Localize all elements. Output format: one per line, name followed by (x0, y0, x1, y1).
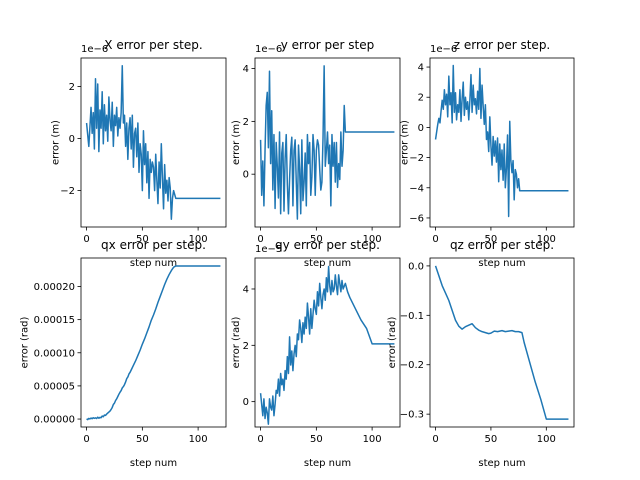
axes-frame (80, 57, 227, 228)
axis-offset-text: 1e−6 (81, 44, 108, 55)
subplot-title: qx error per step. (101, 238, 206, 252)
axis-offset-text: 1e−5 (255, 244, 282, 255)
y-tick-label: 2 (418, 93, 424, 104)
x-axis-label: step num (478, 458, 525, 469)
x-tick-label: 100 (189, 234, 208, 245)
x-tick-label: 50 (136, 434, 149, 445)
x-tick-label: 50 (485, 234, 498, 245)
axes-frame (429, 257, 575, 428)
y-tick-label: 0.00020 (34, 282, 75, 293)
y-tick-label: 0.00010 (34, 348, 75, 359)
y-tick-label: −2 (409, 153, 424, 164)
y-tick-label: 0.00000 (34, 415, 75, 426)
subplot-title: X error per step. (104, 38, 202, 52)
y-tick-label: −4 (409, 183, 424, 194)
series-line (259, 265, 395, 425)
y-tick-label: 0 (243, 170, 249, 181)
x-tick-label: 0 (83, 434, 89, 445)
y-axis-label: error (rad) (20, 317, 31, 369)
axis-offset-text: 1e−6 (430, 44, 457, 55)
x-tick-label: 100 (363, 434, 382, 445)
axes-frame (80, 257, 227, 428)
series-line (259, 65, 395, 220)
y-axis-label: error (m) (51, 120, 62, 165)
subplot-title: qy error per step. (275, 238, 380, 252)
y-tick-label: −6 (409, 213, 424, 224)
x-tick-label: 0 (257, 434, 263, 445)
y-tick-label: 4 (243, 64, 249, 75)
y-tick-label: −0.3 (400, 410, 424, 421)
y-tick-label: 0 (418, 123, 424, 134)
x-tick-label: 100 (537, 434, 556, 445)
x-tick-label: 100 (537, 234, 556, 245)
y-tick-label: 0.00005 (34, 381, 75, 392)
y-tick-label: −0.1 (400, 311, 424, 322)
subplot-title: y error per step (281, 38, 375, 52)
x-axis-label: step num (304, 458, 351, 469)
y-axis-label: error (rad) (387, 317, 398, 369)
x-axis-label: step num (130, 458, 177, 469)
subplot-title: qz error per step. (450, 238, 554, 252)
x-tick-label: 50 (136, 234, 149, 245)
y-axis-label: error (m) (400, 120, 411, 165)
x-tick-label: 0 (257, 234, 263, 245)
x-tick-label: 0 (83, 234, 89, 245)
y-axis-label: error (rad) (231, 317, 242, 369)
x-axis-label: step num (478, 258, 525, 269)
axis-offset-text: 1e−6 (255, 44, 282, 55)
y-tick-label: −2 (60, 186, 75, 197)
axes-frame (254, 257, 401, 428)
x-axis-label: step num (304, 258, 351, 269)
axes-frame (254, 57, 401, 228)
y-tick-label: 2 (69, 82, 75, 93)
y-tick-label: −0.2 (400, 360, 424, 371)
axes-frame (429, 57, 575, 228)
x-tick-label: 0 (432, 434, 438, 445)
x-axis-label: step num (130, 258, 177, 269)
series-line (86, 265, 221, 421)
y-tick-label: 0 (69, 134, 75, 145)
y-tick-label: 2 (243, 341, 249, 352)
x-tick-label: 50 (310, 234, 323, 245)
subplot-1: 0 50 100 −2 0 2 step num error (m) 1e−6X error p… (51, 38, 227, 269)
y-tick-label: 4 (418, 63, 424, 74)
series-line (434, 64, 569, 218)
subplot-5: 0 50 100 0 2 4 step num error (rad) 1e−5qy error… (231, 238, 401, 469)
subplot-6: 0 50 100 −0.3 −0.2 −0.1 0.0 step num error (rad)… (387, 238, 575, 469)
y-tick-label: 2 (243, 117, 249, 128)
y-tick-label: 0 (243, 397, 249, 408)
x-tick-label: 50 (310, 434, 323, 445)
y-tick-label: 4 (243, 284, 249, 295)
subplot-4: 0 50 100 0.00000 0.00005 0.00010 0.00015 0.0002… (20, 238, 227, 469)
series-line (85, 65, 221, 220)
x-tick-label: 0 (432, 234, 438, 245)
subplot-title: z error per step. (454, 38, 551, 52)
x-tick-label: 100 (189, 434, 208, 445)
subplot-2: 0 50 100 0 2 4 step num error (m) 1e−6y error pe… (231, 38, 401, 269)
y-axis-label: error (m) (231, 120, 242, 165)
x-tick-label: 50 (485, 434, 498, 445)
subplot-3: 0 50 100 −6 −4 −2 0 2 4 step num error (m) 1e−6z er… (400, 38, 575, 269)
x-tick-label: 100 (363, 234, 382, 245)
series-line (434, 265, 569, 420)
y-tick-label: 0.00015 (34, 315, 75, 326)
y-tick-label: 0.0 (408, 261, 424, 272)
